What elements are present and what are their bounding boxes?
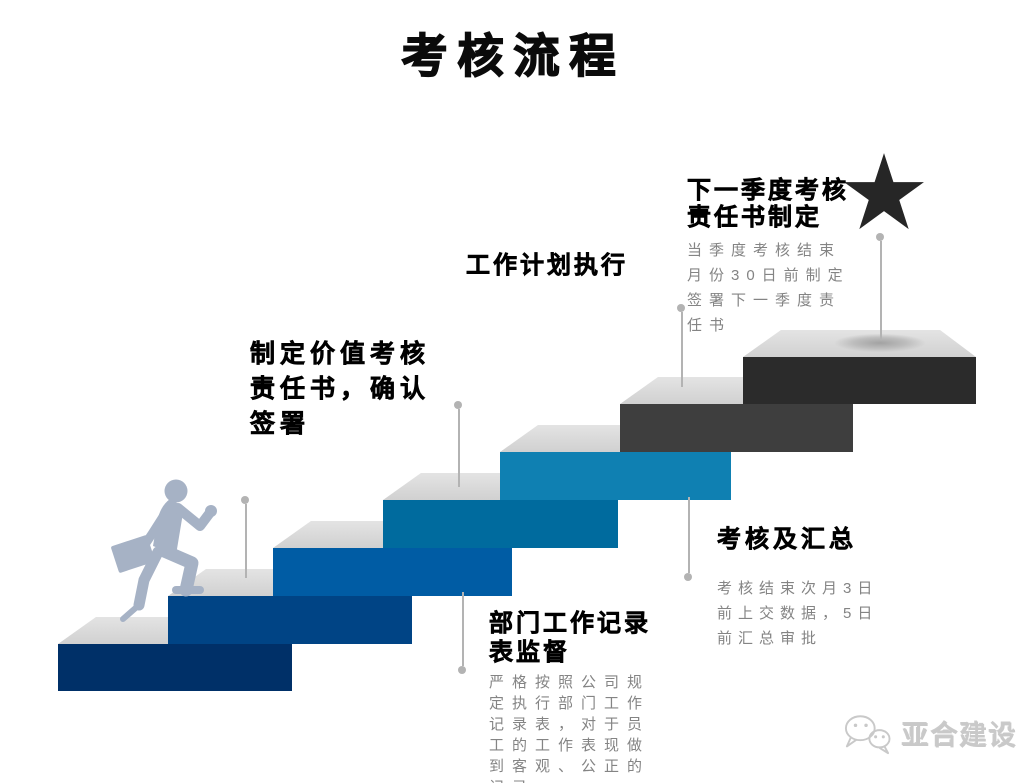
stage-label-assessment-summary: 考核及汇总 考核结束次月3日 前上交数据，5日 前汇总审批 (717, 526, 897, 651)
stair-step-4-front (383, 500, 618, 548)
stage-label-responsibility-signing: 制定价值考核 责任书，确认 签署 (250, 337, 430, 442)
stage-heading: 下一季度考核 责任书制定 (687, 177, 849, 232)
stage-heading: 工作计划执行 (466, 252, 628, 280)
climbing-businessman-icon (110, 478, 230, 628)
stage-body: 考核结束次月3日 前上交数据，5日 前汇总审批 (717, 580, 879, 647)
star-icon (842, 151, 926, 235)
stage-label-dept-work-record: 部门工作记录 表监督 严格按照公司规 定执行部门工作 记录表，对于员 工的工作表… (489, 609, 669, 783)
stage-body: 严格按照公司规 定执行部门工作 记录表，对于员 工的工作表现做 到客观、公正的 … (489, 674, 651, 783)
stage-heading: 考核及汇总 (717, 526, 857, 554)
stair-step-3-front (273, 548, 512, 596)
page-title: 考核流程 (401, 29, 626, 83)
stage-label-next-quarter-book: 下一季度考核 责任书制定 当季度考核结束 月份30日前制定 签署下一季度责 任书 (687, 177, 867, 338)
stair-step-6-front (620, 404, 853, 452)
stair-step-1-front (58, 644, 292, 691)
watermark: 亚合建设 (840, 710, 1018, 756)
watermark-brand: 亚合建设 (902, 720, 1018, 751)
wechat-icon (840, 710, 894, 756)
stage-label-work-plan-execution: 工作计划执行 (466, 252, 628, 280)
stage-heading: 部门工作记录 表监督 (489, 610, 651, 667)
stair-step-2-front (168, 596, 412, 644)
stage-body: 当季度考核结束 月份30日前制定 签署下一季度责 任书 (687, 242, 850, 334)
stage-heading: 制定价值考核 责任书，确认 签署 (250, 340, 431, 439)
stair-step-7-front (743, 357, 976, 404)
stair-step-5-front (500, 452, 731, 500)
